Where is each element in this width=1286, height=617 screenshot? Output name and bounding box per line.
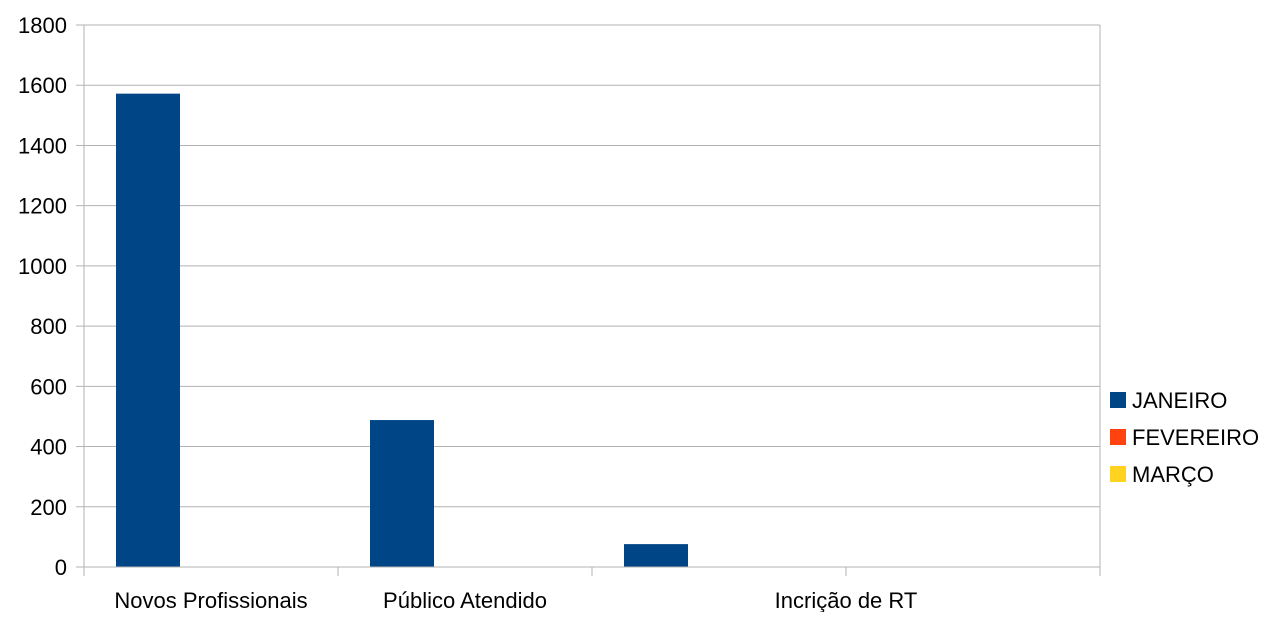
x-tick-label: Novos Profissionais — [114, 588, 307, 612]
y-tick-label: 1800 — [18, 13, 67, 38]
x-tick-label: Público Atendido — [383, 588, 547, 612]
bars — [116, 93, 688, 568]
bar-janeiro-2 — [624, 544, 688, 567]
gridlines — [84, 24, 1100, 508]
legend-swatch-fevereiro — [1110, 429, 1126, 445]
legend-label: MARÇO — [1132, 462, 1214, 487]
legend-swatch-março — [1110, 466, 1126, 482]
y-tick-label: 1200 — [18, 194, 67, 219]
y-tick-labels: 0 200 400 600 800 1000 1200 1400 1600 1800 — [18, 13, 67, 580]
y-tick-label: 600 — [30, 374, 67, 399]
y-tick-label: 200 — [30, 495, 67, 520]
y-tick-label: 800 — [30, 314, 67, 339]
y-tick-label: 0 — [55, 555, 67, 580]
y-tick-label: 1000 — [18, 254, 67, 279]
bar-janeiro-1 — [370, 420, 434, 567]
y-tick-label: 1600 — [18, 73, 67, 98]
legend: JANEIRO FEVEREIRO MARÇO — [1110, 388, 1259, 487]
x-tick-label: Incrição de RT — [775, 588, 918, 612]
y-tick-label: 1400 — [18, 133, 67, 158]
x-tick-labels: Novos Profissionais Público Atendido Incri… — [114, 588, 918, 613]
legend-swatch-janeiro — [1110, 392, 1126, 408]
legend-label: JANEIRO — [1132, 388, 1227, 413]
y-tick-label: 400 — [30, 435, 67, 460]
bar-janeiro-0 — [116, 93, 180, 568]
legend-label: FEVEREIRO — [1132, 425, 1259, 450]
axes — [76, 24, 1101, 576]
